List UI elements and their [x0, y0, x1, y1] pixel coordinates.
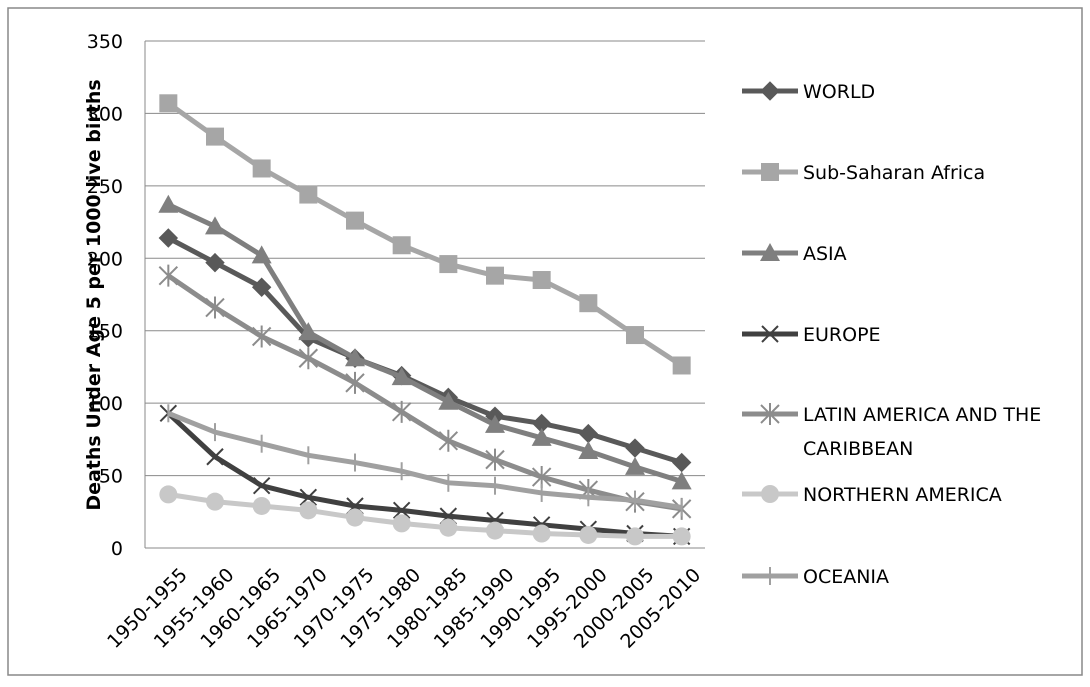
legend: WORLD Sub-Saharan Africa ASIA EUROPE LATIN A…	[742, 81, 1041, 588]
data-point	[299, 488, 318, 507]
data-point	[206, 492, 224, 511]
data-point	[298, 347, 319, 370]
legend-marker	[761, 485, 779, 503]
legend-item-europe: EUROPE	[742, 324, 881, 346]
data-point	[158, 264, 179, 287]
y-tick-label: 150	[87, 321, 123, 343]
legend-item-northern-america: NORTHERN AMERICA	[742, 484, 1002, 506]
legend-marker	[761, 325, 779, 343]
data-point	[158, 194, 179, 213]
data-point	[206, 127, 224, 146]
data-point	[345, 348, 365, 367]
series-line-oceania	[167, 410, 683, 510]
data-point	[158, 228, 179, 248]
data-point	[391, 367, 412, 386]
legend-label: EUROPE	[803, 324, 881, 346]
data-point	[298, 322, 319, 341]
legend-label: Sub-Saharan Africa	[803, 162, 985, 184]
data-point	[345, 371, 365, 394]
data-point	[485, 414, 505, 433]
data-point	[626, 527, 644, 546]
legend-label-line2: CARIBBEAN	[803, 438, 913, 460]
data-point	[205, 216, 225, 235]
data-point	[251, 245, 272, 264]
legend-item-sub-saharan-africa: Sub-Saharan Africa	[742, 162, 985, 184]
data-point	[579, 294, 598, 313]
series-lines	[158, 94, 692, 546]
series-oceania	[167, 404, 683, 517]
legend-label: LATIN AMERICA AND THE CARIBBEAN	[803, 404, 1041, 460]
data-point	[299, 185, 318, 204]
legend-label-line1: LATIN AMERICA AND THE	[803, 404, 1041, 426]
data-point	[486, 266, 504, 285]
legend-item-oceania: OCEANIA	[742, 566, 889, 588]
y-tick-label: 50	[99, 466, 123, 488]
y-tick-label: 300	[87, 103, 123, 125]
data-point	[159, 94, 178, 113]
data-point	[626, 326, 644, 345]
data-point	[532, 524, 551, 543]
y-axis-ticks: 0 50 100 150 200 250 300 350	[87, 31, 123, 560]
data-point	[531, 427, 552, 446]
data-point	[392, 236, 411, 255]
data-point	[252, 159, 271, 178]
data-point	[392, 501, 411, 520]
legend-label: WORLD	[803, 81, 875, 103]
data-point	[205, 296, 225, 319]
y-tick-label: 100	[87, 393, 123, 415]
data-point	[299, 501, 318, 520]
y-tick-label: 250	[87, 176, 123, 198]
data-point	[579, 525, 598, 544]
data-point	[252, 496, 271, 515]
y-tick-label: 200	[87, 248, 123, 270]
data-point	[392, 514, 411, 533]
data-point	[346, 508, 364, 527]
data-point	[205, 252, 225, 273]
data-point	[438, 391, 459, 410]
series-line-asia	[167, 202, 683, 484]
data-point	[391, 400, 412, 423]
data-point	[251, 277, 272, 297]
series-sub-saharan-africa	[159, 94, 691, 375]
legend-marker	[760, 81, 780, 101]
legend-label: OCEANIA	[803, 566, 889, 588]
data-point	[578, 440, 599, 459]
legend-label: ASIA	[803, 243, 847, 265]
gridlines	[144, 40, 705, 549]
data-point	[486, 521, 504, 540]
legend-item-world: WORLD	[742, 81, 875, 103]
series-world	[158, 228, 692, 473]
data-point	[438, 429, 459, 452]
y-tick-label: 350	[87, 31, 123, 53]
series-asia	[158, 194, 692, 490]
data-point	[346, 211, 364, 230]
data-point	[159, 485, 178, 504]
data-point	[485, 448, 505, 471]
data-point	[672, 356, 691, 375]
legend-label: NORTHERN AMERICA	[803, 484, 1002, 506]
data-point	[532, 271, 551, 290]
data-point	[252, 477, 271, 495]
data-point	[625, 456, 645, 475]
y-axis-title: Deaths Under Age 5 per 1000 live births	[83, 79, 105, 510]
legend-marker	[760, 403, 780, 425]
data-point	[672, 527, 691, 546]
data-point	[439, 518, 458, 537]
series-line-latin-america-and-the-caribbean	[166, 273, 683, 512]
legend-marker	[760, 243, 780, 261]
data-point	[206, 448, 224, 466]
series-line-europe	[166, 411, 682, 539]
series-line-world	[167, 235, 683, 465]
series-northern-america	[159, 485, 691, 546]
legend-item-asia: ASIA	[742, 243, 847, 265]
y-tick-label: 0	[111, 538, 123, 560]
legend-marker	[761, 163, 779, 181]
data-point	[439, 255, 458, 274]
legend-item-latin-america-and-the-caribbean: LATIN AMERICA AND THE CARIBBEAN	[742, 403, 1041, 460]
data-point	[251, 325, 272, 348]
data-point	[671, 471, 692, 490]
